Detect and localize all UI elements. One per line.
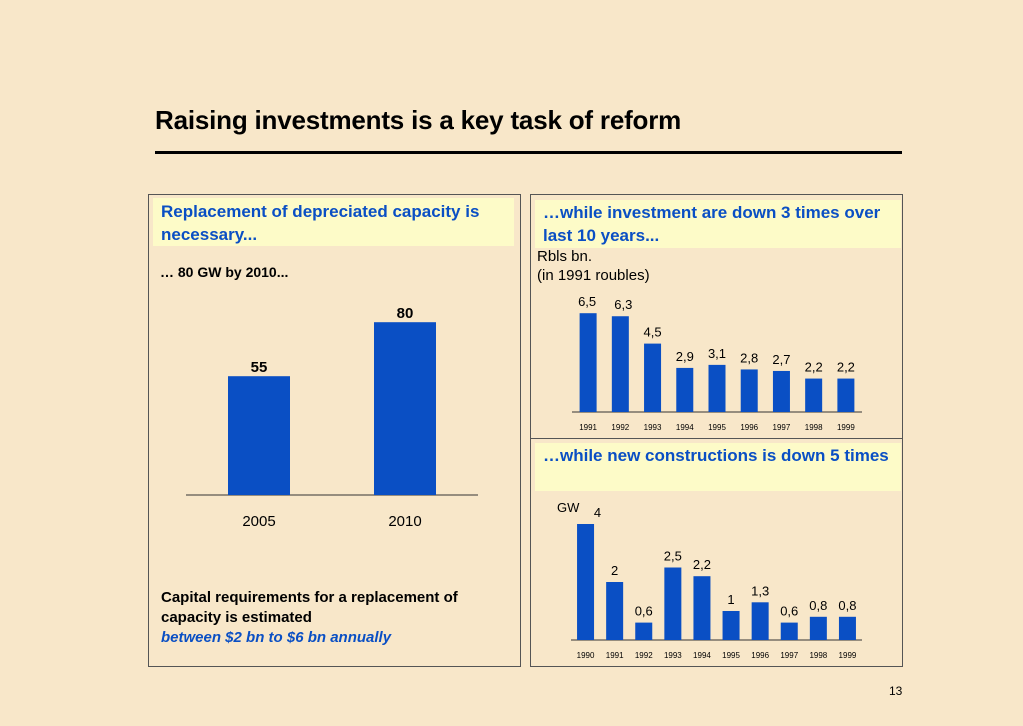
chart2-data-label: 1,3 (751, 583, 769, 598)
chart2-bar (635, 622, 653, 640)
chart1-bar (772, 370, 790, 412)
page-number: 13 (889, 684, 903, 698)
chart0-data-label: 55 (251, 359, 268, 376)
chart1-tick-label: 1996 (740, 423, 758, 432)
title-divider (155, 151, 902, 154)
chart0-tick-label: 2010 (388, 513, 421, 530)
capacity-target-note: … 80 GW by 2010... (160, 264, 289, 280)
chart2-data-label: 2,5 (664, 549, 682, 564)
chart2-tick-label: 1996 (751, 651, 769, 660)
chart2-tick-label: 1997 (780, 651, 798, 660)
chart1-tick-label: 1997 (773, 423, 791, 432)
chart2-bar (606, 582, 624, 640)
chart1-tick-label: 1992 (611, 423, 629, 432)
chart1-data-label: 2,7 (772, 352, 790, 367)
chart1-tick-label: 1993 (644, 423, 662, 432)
chart2-tick-label: 1994 (693, 651, 711, 660)
chart2-tick-label: 1999 (839, 651, 857, 660)
chart0-bar (374, 322, 436, 495)
page-title: Raising investments is a key task of ref… (155, 105, 682, 135)
chart2-data-label: 0,6 (635, 604, 653, 619)
chart2-bar (751, 602, 769, 640)
chart2-tick-label: 1993 (664, 651, 682, 660)
chart2-data-label: 0,8 (809, 598, 827, 613)
chart1-bar (837, 378, 855, 412)
chart2-data-label: 0,6 (780, 604, 798, 619)
chart1-tick-label: 1991 (579, 423, 597, 432)
construction-unit-label: GW (557, 500, 580, 515)
chart2-bar (722, 611, 740, 640)
capital-requirements-caption: Capital requirements for a replacement o… (161, 588, 458, 648)
investment-panel-header: …while investment are down 3 times over … (535, 200, 901, 248)
chart1-bar (611, 316, 629, 412)
caption-line-2: capacity is estimated (161, 609, 312, 626)
chart1-tick-label: 1998 (805, 423, 823, 432)
chart2-bar (780, 622, 798, 640)
chart2-tick-label: 1995 (722, 651, 740, 660)
left-panel-header: Replacement of depreciated capacity is n… (153, 198, 514, 246)
chart2-bar (693, 576, 711, 640)
chart1-data-label: 2,9 (676, 349, 694, 364)
chart1-data-label: 2,2 (805, 360, 823, 375)
chart1-bar (708, 364, 726, 412)
chart1-data-label: 3,1 (708, 346, 726, 361)
chart2-data-label: 4 (594, 505, 601, 520)
chart1-bar (644, 343, 662, 412)
chart2-data-label: 1 (727, 592, 734, 607)
chart2-bar (838, 616, 856, 640)
chart2-data-label: 2 (611, 563, 618, 578)
chart1-bar (805, 378, 823, 412)
chart2-tick-label: 1998 (809, 651, 827, 660)
investment-unit-line2: (in 1991 roubles) (537, 267, 650, 284)
chart0-data-label: 80 (397, 305, 414, 322)
caption-line-1: Capital requirements for a replacement o… (161, 589, 458, 606)
investment-unit-line1: Rbls bn. (537, 248, 593, 265)
left-panel (148, 194, 521, 667)
chart2-tick-label: 1990 (577, 651, 595, 660)
chart1-tick-label: 1995 (708, 423, 726, 432)
chart1-tick-label: 1999 (837, 423, 855, 432)
chart2-tick-label: 1991 (606, 651, 624, 660)
chart2-bar (577, 524, 595, 640)
chart1-bar (740, 369, 758, 412)
chart0-tick-label: 2005 (242, 513, 275, 530)
caption-line-3: between $2 bn to $6 bn annually (161, 629, 392, 646)
construction-panel-header: …while new constructions is down 5 times (535, 443, 901, 491)
chart2-bar (809, 616, 827, 640)
chart1-data-label: 4,5 (644, 325, 662, 340)
chart1-data-label: 2,8 (740, 350, 758, 365)
chart2-data-label: 2,2 (693, 557, 711, 572)
chart0-bar (228, 376, 290, 495)
chart1-data-label: 6,3 (614, 297, 632, 312)
chart1-data-label: 2,2 (837, 360, 855, 375)
chart2-tick-label: 1992 (635, 651, 653, 660)
chart1-bar (579, 313, 597, 412)
chart1-tick-label: 1994 (676, 423, 694, 432)
chart2-data-label: 0,8 (838, 598, 856, 613)
chart1-bar (676, 367, 694, 412)
chart1-data-label: 6,5 (578, 294, 596, 309)
chart2-bar (664, 567, 682, 640)
